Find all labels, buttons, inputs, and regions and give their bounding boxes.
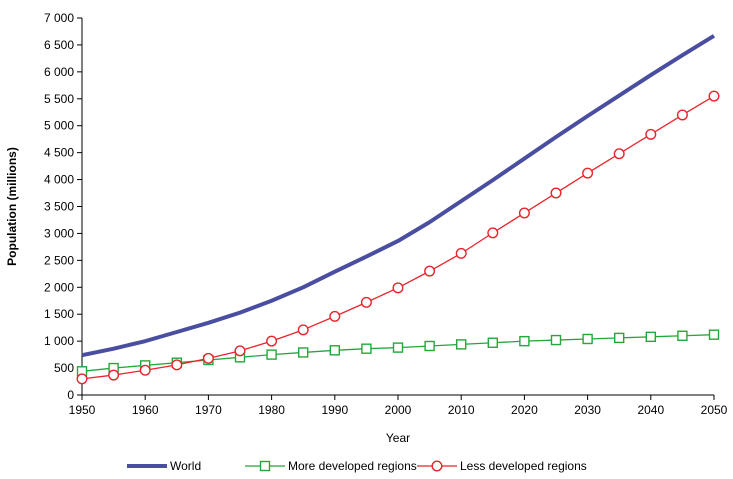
- data-point-less-developed-regions: [582, 167, 594, 179]
- data-point-less-developed-regions: [234, 345, 246, 357]
- series-more-developed-regions: [76, 329, 720, 377]
- x-tick-label: 1950: [69, 403, 96, 417]
- data-point-more-developed-regions: [582, 333, 593, 345]
- data-point-more-developed-regions: [708, 329, 720, 340]
- data-point-less-developed-regions: [202, 352, 214, 364]
- x-axis-title: Year: [386, 431, 410, 445]
- x-tick-label: 1990: [321, 403, 348, 417]
- y-tick-label: 1 500: [44, 307, 74, 321]
- data-point-less-developed-regions: [424, 265, 436, 277]
- x-axis-ticks: 1950 1960 1970 1980 1990 2000 2010 2020 2030 2040…: [69, 395, 728, 417]
- y-tick-label: 2 500: [44, 253, 74, 267]
- y-tick-label: 6 000: [44, 65, 74, 79]
- y-tick-label: 7 000: [44, 11, 74, 25]
- y-tick-label: 0: [67, 388, 74, 402]
- legend-item-less-developed-regions: Less developed regions: [417, 459, 587, 473]
- data-point-less-developed-regions: [76, 373, 88, 385]
- data-point-more-developed-regions: [677, 330, 688, 341]
- y-tick-label: 3 000: [44, 226, 74, 240]
- data-point-less-developed-regions: [392, 282, 404, 294]
- data-point-more-developed-regions: [645, 331, 656, 343]
- data-point-more-developed-regions: [614, 332, 625, 344]
- y-tick-label: 5 000: [44, 119, 74, 133]
- y-tick-label: 4 000: [44, 173, 74, 187]
- data-point-more-developed-regions: [456, 339, 467, 350]
- data-point-less-developed-regions: [676, 109, 688, 121]
- data-point-less-developed-regions: [518, 207, 530, 219]
- data-point-more-developed-regions: [392, 342, 404, 353]
- y-tick-label: 5 500: [44, 92, 74, 106]
- y-tick-label: 500: [54, 361, 74, 375]
- data-point-more-developed-regions: [361, 343, 372, 354]
- data-point-less-developed-regions: [171, 359, 183, 371]
- data-point-less-developed-regions: [487, 227, 499, 239]
- y-tick-label: 3 500: [44, 200, 74, 214]
- legend-item-world: World: [127, 459, 201, 473]
- series-less-developed-regions: [76, 90, 720, 385]
- data-point-more-developed-regions: [424, 340, 435, 352]
- x-tick-label: 2050: [701, 403, 728, 417]
- data-point-more-developed-regions: [519, 335, 530, 347]
- data-point-less-developed-regions: [108, 369, 120, 381]
- x-tick-label: 1980: [258, 403, 285, 417]
- legend-item-more-developed-regions: More developed regions: [245, 459, 417, 473]
- series-world: [81, 34, 716, 358]
- data-point-less-developed-regions: [266, 335, 278, 347]
- x-tick-label: 2020: [511, 403, 538, 417]
- y-axis-ticks: 0 500 1 000 1 500 2 000 2 500 3 000 3 500 4 000 4…: [44, 11, 82, 402]
- data-point-less-developed-regions: [455, 247, 467, 259]
- data-point-more-developed-regions: [487, 337, 498, 348]
- data-point-more-developed-regions: [266, 349, 277, 360]
- x-tick-label: 1970: [195, 403, 222, 417]
- data-point-more-developed-regions: [550, 334, 562, 346]
- data-point-less-developed-regions: [645, 128, 657, 140]
- x-tick-label: 2010: [448, 403, 475, 417]
- data-point-less-developed-regions: [360, 296, 372, 308]
- series-line-world: [81, 34, 716, 358]
- legend-marker-more-developed-regions: [259, 460, 271, 472]
- x-tick-label: 2030: [574, 403, 601, 417]
- data-point-more-developed-regions: [298, 347, 309, 358]
- data-point-more-developed-regions: [329, 345, 340, 356]
- legend: World More developed regions Less develope…: [127, 459, 587, 473]
- y-tick-label: 1 000: [44, 334, 74, 348]
- data-point-less-developed-regions: [329, 310, 341, 322]
- legend-label-world: World: [170, 459, 201, 473]
- legend-label-less-developed-regions: Less developed regions: [460, 459, 587, 473]
- y-axis-title: Population (millions): [5, 147, 19, 266]
- data-point-less-developed-regions: [613, 148, 625, 160]
- y-tick-label: 4 500: [44, 146, 74, 160]
- legend-marker-less-developed-regions: [431, 460, 443, 472]
- data-point-less-developed-regions: [550, 187, 562, 199]
- x-tick-label: 2040: [637, 403, 664, 417]
- data-point-less-developed-regions: [139, 364, 151, 376]
- y-tick-label: 2 000: [44, 280, 74, 294]
- series-layer: [76, 34, 720, 385]
- x-tick-label: 2000: [385, 403, 412, 417]
- y-tick-label: 6 500: [44, 38, 74, 52]
- x-tick-label: 1960: [132, 403, 159, 417]
- data-point-less-developed-regions: [297, 324, 309, 336]
- data-point-less-developed-regions: [708, 90, 720, 102]
- legend-label-more-developed-regions: More developed regions: [288, 459, 417, 473]
